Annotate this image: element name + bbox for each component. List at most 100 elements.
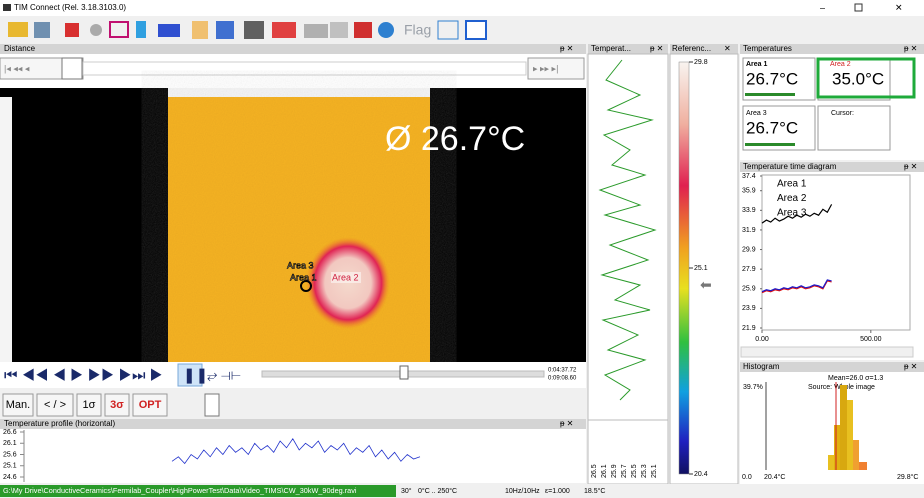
palette-button-label: OPT bbox=[139, 399, 162, 411]
panel-controls[interactable]: ᵽ ✕ bbox=[560, 419, 573, 428]
histogram-bar bbox=[834, 425, 840, 470]
y-tick-label: 27.9 bbox=[742, 266, 756, 273]
area-name: Area 1 bbox=[746, 61, 768, 68]
flag-button[interactable]: Flag bbox=[404, 22, 431, 38]
histogram-max-temp: 29.8°C bbox=[897, 473, 918, 481]
fov: 30° bbox=[401, 487, 412, 495]
app-icon bbox=[3, 4, 11, 11]
trace-tick-label: 25.3 bbox=[641, 464, 648, 478]
panel-title: Temperature profile (horizontal) bbox=[4, 419, 115, 428]
position-time: 0:04:37.72 bbox=[548, 368, 577, 374]
trace-tick-label: 25.5 bbox=[631, 464, 638, 478]
histogram-min-count: 0.0 bbox=[742, 474, 752, 481]
palette-button-label: 1σ bbox=[83, 399, 96, 411]
export-icon[interactable] bbox=[354, 22, 372, 38]
mean-temperature: Ø 26.7°C bbox=[385, 120, 525, 158]
panel-controls[interactable]: ᵽ ✕ bbox=[904, 362, 917, 371]
panel-title: Temperat... bbox=[591, 44, 631, 53]
panel-title: Temperatures bbox=[743, 44, 792, 53]
reference-arrow[interactable]: ⬅ bbox=[700, 277, 712, 293]
app-window: TIM Connect (Rel. 3.18.3103.0) – ✕ Flag … bbox=[0, 0, 924, 498]
nav-forward-arrows: ▸ ▸▸ ▸| bbox=[533, 63, 558, 73]
area-temperature: 26.7°C bbox=[746, 69, 798, 88]
palette-button-label: < / > bbox=[44, 399, 66, 411]
area-label: Area 3 bbox=[287, 260, 314, 270]
trace-tick-label: 25.9 bbox=[611, 464, 618, 478]
nav-back-arrows: |◂ ◂◂ ◂ bbox=[4, 63, 30, 73]
window-title: TIM Connect (Rel. 3.18.3103.0) bbox=[14, 3, 126, 12]
color-bar bbox=[679, 62, 689, 474]
area-name: Area 3 bbox=[746, 110, 767, 117]
panel-controls[interactable]: ᵽ ✕ bbox=[904, 44, 917, 53]
y-tick-label: 25.6 bbox=[3, 451, 17, 458]
profile-panel bbox=[0, 429, 586, 483]
area-label: Area 1 bbox=[290, 272, 317, 282]
tick-label: 29.8 bbox=[694, 59, 708, 66]
histogram-bar bbox=[853, 440, 859, 470]
area-temperature: 35.0°C bbox=[832, 69, 884, 88]
panel-controls[interactable]: ᵽ ✕ bbox=[650, 44, 663, 53]
area-tile bbox=[818, 106, 890, 150]
cursor-label: Cursor: bbox=[831, 110, 854, 117]
x-tick-label: 500.00 bbox=[860, 336, 882, 343]
playback-controls[interactable]: ⏮ ◀◀ ◀ ▶ ▶▶ ▶⏭ ▶ bbox=[4, 367, 163, 384]
y-tick-label: 37.4 bbox=[742, 173, 756, 180]
y-tick-label: 26.1 bbox=[3, 440, 17, 447]
fullscreen-icon[interactable] bbox=[466, 21, 486, 39]
y-tick-label: 21.9 bbox=[742, 325, 756, 332]
area-indicator bbox=[745, 143, 795, 146]
histogram-bar bbox=[840, 385, 847, 470]
distance-slider-thumb[interactable] bbox=[62, 58, 82, 79]
info-icon[interactable] bbox=[378, 22, 394, 38]
record-icon[interactable] bbox=[90, 24, 102, 36]
distance-slider-track[interactable] bbox=[83, 62, 526, 75]
duration-time: 0:09:08.60 bbox=[548, 376, 577, 382]
y-tick-label: 33.9 bbox=[742, 207, 756, 214]
histogram-icon[interactable] bbox=[158, 24, 180, 37]
histogram-max: 39.7% bbox=[743, 384, 763, 391]
histogram-bar bbox=[847, 400, 853, 470]
save-icon[interactable] bbox=[34, 22, 50, 38]
horizontal-scrollbar[interactable] bbox=[741, 347, 913, 357]
area-temperature: 26.7°C bbox=[746, 118, 798, 137]
file-path: G:\My Drive\ConductiveCeramics\Fermilab_… bbox=[3, 486, 357, 495]
minimize-button[interactable]: – bbox=[820, 2, 825, 12]
panel-controls[interactable]: ✕ bbox=[724, 44, 731, 53]
emissivity: ε=1.000 bbox=[545, 488, 570, 495]
open-icon[interactable] bbox=[8, 22, 28, 37]
palette-button-label: Man. bbox=[6, 399, 30, 411]
y-tick-label: 29.9 bbox=[742, 246, 756, 253]
y-tick-label: 25.1 bbox=[3, 463, 17, 470]
tools-icon[interactable] bbox=[244, 21, 264, 39]
loop-icons[interactable]: ⥂ ⊣⊢ bbox=[207, 367, 241, 382]
panel-title: Referenc... bbox=[672, 44, 711, 53]
trace-tick-label: 26.1 bbox=[601, 464, 608, 478]
ambient-temperature: 18.5°C bbox=[584, 487, 605, 495]
layout-icon[interactable] bbox=[216, 21, 234, 39]
palette-button-label: 3σ bbox=[110, 399, 124, 411]
horizontal-ruler bbox=[168, 88, 430, 97]
y-tick-label: 26.6 bbox=[3, 429, 17, 436]
time-slider-thumb[interactable] bbox=[400, 366, 408, 379]
trace-tick-label: 26.5 bbox=[591, 464, 598, 478]
area-name: Area 2 bbox=[830, 61, 851, 68]
palette-icon[interactable] bbox=[136, 21, 146, 38]
y-tick-label: 24.6 bbox=[3, 474, 17, 481]
panel-controls[interactable]: ᵽ ✕ bbox=[560, 44, 573, 53]
close-button[interactable]: ✕ bbox=[895, 2, 903, 12]
hand-icon[interactable] bbox=[192, 21, 208, 39]
legend-entry: Area 2 bbox=[777, 193, 807, 204]
panel-header bbox=[0, 44, 586, 54]
arrow-icon[interactable] bbox=[330, 22, 348, 38]
y-tick-label: 31.9 bbox=[742, 227, 756, 234]
palette-buttons: Man. < / > 1σ 3σ OPT bbox=[3, 394, 167, 416]
palette-slider[interactable] bbox=[205, 394, 219, 416]
legend-entry: Area 1 bbox=[777, 179, 807, 190]
stop-icon[interactable] bbox=[65, 23, 79, 37]
connect-icon[interactable] bbox=[304, 24, 328, 38]
panel-controls[interactable]: ᵽ ✕ bbox=[904, 162, 917, 171]
measure-icon[interactable] bbox=[272, 22, 296, 38]
histogram-min: 20.4°C bbox=[764, 473, 785, 481]
y-tick-label: 25.9 bbox=[742, 286, 756, 293]
area-label: Area 2 bbox=[332, 272, 359, 282]
